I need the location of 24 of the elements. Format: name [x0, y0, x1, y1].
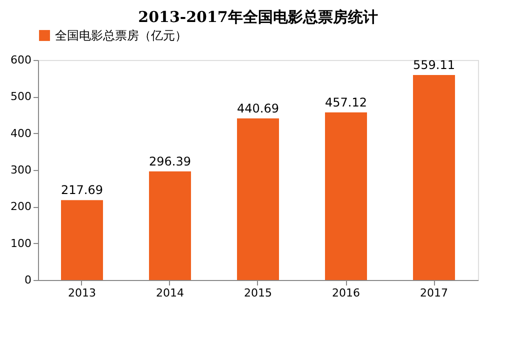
data-label: 440.69	[237, 101, 279, 116]
data-label: 296.39	[149, 154, 191, 168]
x-tick-label: 2015	[244, 286, 272, 300]
x-tick-label: 2017	[420, 286, 448, 300]
x-tick-label: 2013	[68, 286, 96, 300]
y-tick-label: 600	[10, 54, 32, 66]
bar	[61, 200, 103, 280]
data-label: 217.69	[61, 183, 103, 198]
y-tick-label: 100	[10, 236, 32, 250]
x-tick-label: 2014	[156, 286, 184, 300]
bar	[413, 74, 455, 280]
legend-label: 全国电影总票房（亿元）	[55, 28, 187, 42]
y-tick-label: 300	[10, 164, 32, 176]
data-label: 559.11	[413, 58, 455, 72]
bar	[149, 171, 191, 280]
y-tick-label: 500	[10, 90, 32, 104]
chart-title: 2013-2017年全国电影总票房统计	[138, 8, 378, 26]
x-tick-label: 2016	[332, 286, 360, 300]
data-label: 457.12	[325, 95, 367, 110]
bar	[237, 118, 279, 280]
y-tick-label: 200	[10, 200, 32, 214]
y-tick-label: 400	[10, 126, 32, 140]
y-tick-label: 0	[24, 274, 32, 286]
bar	[325, 112, 367, 280]
